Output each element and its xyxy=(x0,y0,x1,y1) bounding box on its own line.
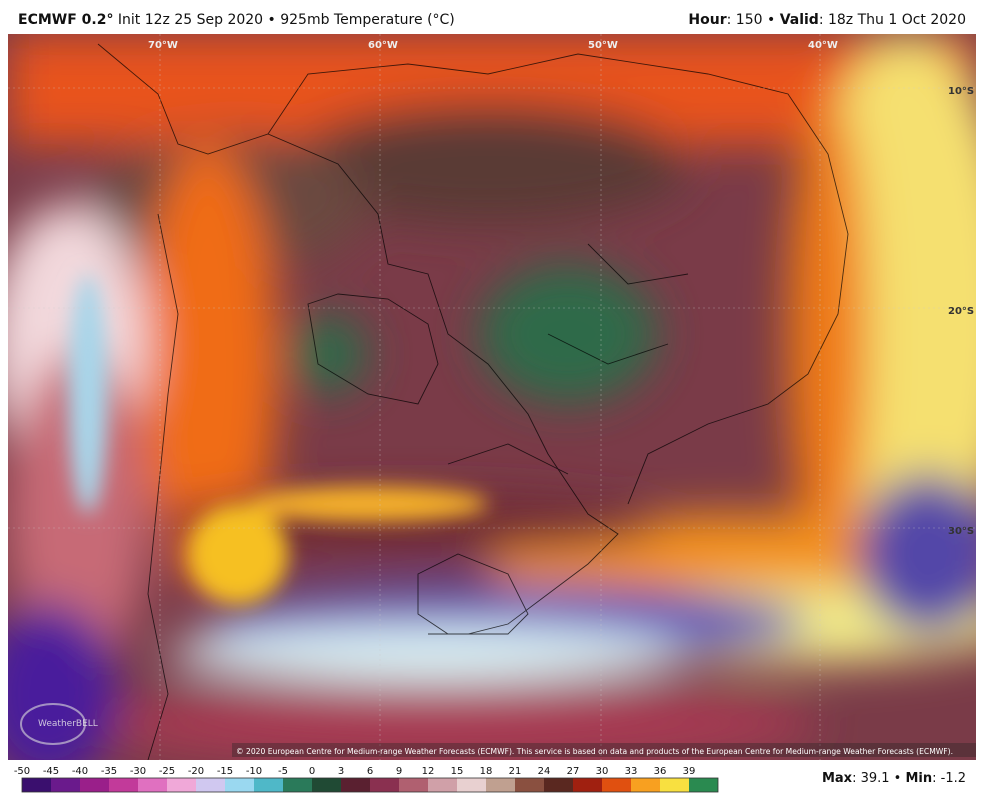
colorbar-swatch xyxy=(254,778,283,792)
hour-label: Hour xyxy=(688,12,727,28)
colorbar-swatch xyxy=(22,778,51,792)
colorbar-swatch xyxy=(80,778,109,792)
colorbar-swatch xyxy=(631,778,660,792)
colorbar-tick-label: 30 xyxy=(596,766,609,777)
colorbar-tick-label: -10 xyxy=(246,766,262,777)
lat-label: 30°S xyxy=(948,526,974,537)
colorbar-tick-label: 36 xyxy=(654,766,667,777)
min-label: Min xyxy=(905,771,933,786)
colorbar-tick-label: 6 xyxy=(367,766,373,777)
hour-value: : 150 • xyxy=(726,12,780,28)
colorbar-swatch xyxy=(370,778,399,792)
colorbar-tick-label: -20 xyxy=(188,766,204,777)
lat-label: 20°S xyxy=(948,306,974,317)
colorbar-swatch xyxy=(399,778,428,792)
colorbar-tick-label: 3 xyxy=(338,766,344,777)
max-label: Max xyxy=(821,771,853,786)
colorbar-swatch xyxy=(515,778,544,792)
colorbar-swatch xyxy=(109,778,138,792)
lat-label: 10°S xyxy=(948,86,974,97)
colorbar-swatch xyxy=(457,778,486,792)
colorbar-tick-label: 27 xyxy=(567,766,580,777)
subtitle: Init 12z 25 Sep 2020 • 925mb Temperature… xyxy=(117,12,455,28)
colorbar-swatch xyxy=(196,778,225,792)
colorbar-tick-label: -5 xyxy=(278,766,288,777)
logo: WeatherBELL xyxy=(38,719,98,729)
colorbar-swatch xyxy=(428,778,457,792)
colorbar-swatch xyxy=(283,778,312,792)
copyright: © 2020 European Centre for Medium-range … xyxy=(236,747,953,756)
colorbar-tick-label: -30 xyxy=(130,766,146,777)
colorbar-tick-label: 0 xyxy=(309,766,315,777)
title: ECMWF 0.2° xyxy=(18,12,114,28)
colorbar-tick-label: -25 xyxy=(159,766,175,777)
valid-value: : 18z Thu 1 Oct 2020 xyxy=(818,12,966,28)
colorbar-tick-label: 18 xyxy=(480,766,493,777)
colorbar-tick-label: 33 xyxy=(625,766,638,777)
colorbar-swatch xyxy=(167,778,196,792)
header-right: Hour: 150 • Valid: 18z Thu 1 Oct 2020 xyxy=(688,12,966,28)
map: 70°W 60°W 50°W 40°W 10°S 20°S 30°S Weath… xyxy=(8,34,976,760)
colorbar-swatch xyxy=(486,778,515,792)
colorbar-swatch xyxy=(138,778,167,792)
header-left: ECMWF 0.2° Init 12z 25 Sep 2020 • 925mb … xyxy=(18,12,455,28)
lon-label: 50°W xyxy=(588,40,618,51)
colorbar-tick-label: 12 xyxy=(422,766,435,777)
colorbar-tick-label: -50 xyxy=(14,766,30,777)
colorbar-tick-label: 39 xyxy=(683,766,696,777)
colorbar-swatch xyxy=(602,778,631,792)
colorbar-tick-label: -40 xyxy=(72,766,88,777)
colorbar-swatch xyxy=(51,778,80,792)
colorbar-tick-label: 9 xyxy=(396,766,402,777)
colorbar-tick-label: -35 xyxy=(101,766,117,777)
colorbar-swatch xyxy=(312,778,341,792)
colorbar-tick-label: -15 xyxy=(217,766,233,777)
colorbar-swatch xyxy=(225,778,254,792)
lon-label: 60°W xyxy=(368,40,398,51)
colorbar-swatch xyxy=(544,778,573,792)
footer: Max: 39.1 • Min: -1.2 xyxy=(822,771,966,786)
lon-label: 70°W xyxy=(148,40,178,51)
colorbar-frame xyxy=(21,777,719,793)
lon-label: 40°W xyxy=(808,40,838,51)
max-value: : 39.1 • xyxy=(852,771,906,786)
colorbar-swatch xyxy=(573,778,602,792)
valid-label: Valid xyxy=(779,12,819,28)
colorbar-swatch xyxy=(689,778,718,792)
colorbar-tick-label: 21 xyxy=(509,766,522,777)
colorbar: -50 -45 -40 -35 -30 -25 -20 -15 -10 -5 0 3 6 9 12 15 18 2… xyxy=(14,766,719,793)
colorbar-swatch xyxy=(341,778,370,792)
min-value: : -1.2 xyxy=(932,771,966,786)
colorbar-tick-label: -45 xyxy=(43,766,59,777)
colorbar-swatch xyxy=(660,778,689,792)
colorbar-tick-label: 15 xyxy=(451,766,464,777)
colorbar-tick-label: 24 xyxy=(538,766,551,777)
